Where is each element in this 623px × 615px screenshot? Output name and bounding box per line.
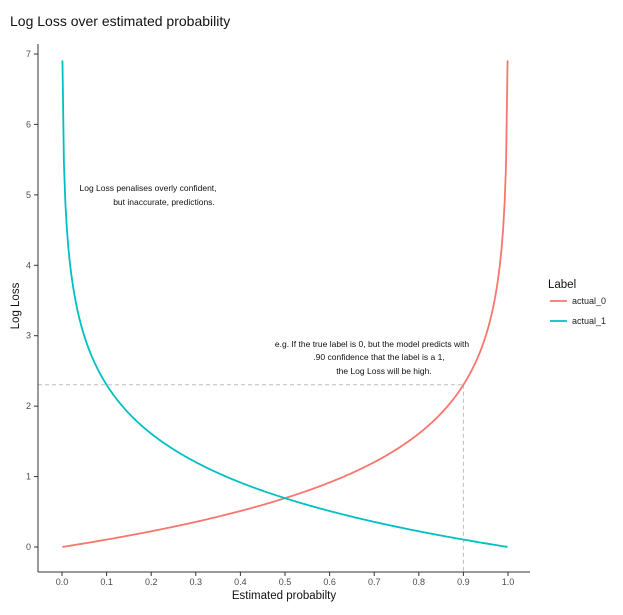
x-tick-label: 0.1 (100, 577, 113, 587)
x-tick-label: 0.5 (279, 577, 292, 587)
annotation-line: the Log Loss will be high. (336, 366, 431, 376)
y-tick-label: 3 (26, 331, 31, 341)
y-tick-label: 4 (26, 260, 31, 270)
y-tick-label: 6 (26, 119, 31, 129)
series-line-actual-0 (62, 60, 509, 548)
x-tick-label: 0.6 (323, 577, 336, 587)
x-tick-label: 0.3 (190, 577, 203, 587)
series-line-actual-1 (61, 60, 508, 548)
legend-title: Label (548, 279, 576, 291)
annotation-line: .90 confidence that the label is a 1, (313, 352, 444, 362)
annotation-line: but inaccurate, predictions. (113, 197, 215, 207)
series-lines (61, 60, 509, 548)
annotation-line: e.g. If the true label is 0, but the mod… (275, 339, 469, 349)
annotation-line: Log Loss penalises overly confident, (79, 183, 216, 193)
y-tick-label: 7 (26, 49, 31, 59)
reference-lines (38, 384, 464, 572)
y-tick-label: 0 (26, 542, 31, 552)
x-axis-title: Estimated probabilty (232, 590, 336, 602)
x-tick-label: 0.9 (457, 577, 470, 587)
y-tick-label: 2 (26, 401, 31, 411)
y-tick-label: 5 (26, 190, 31, 200)
y-axis-title: Log Loss (10, 282, 22, 329)
y-axis-ticks: 0 1 2 3 4 5 6 7 (26, 49, 38, 552)
x-tick-label: 0.8 (413, 577, 426, 587)
annotation-example-note: e.g. If the true label is 0, but the mod… (275, 339, 469, 376)
annotation-confidence-note: Log Loss penalises overly confident, but… (79, 183, 216, 207)
chart-title: Log Loss over estimated probability (10, 13, 230, 29)
y-tick-label: 1 (26, 472, 31, 482)
x-tick-label: 0.2 (145, 577, 158, 587)
x-tick-label: 0.7 (368, 577, 381, 587)
axes (37, 44, 530, 573)
x-tick-label: 0.4 (234, 577, 247, 587)
legend-label-actual-0: actual_0 (572, 296, 606, 306)
legend-label-actual-1: actual_1 (572, 316, 606, 326)
x-tick-label: 1.0 (502, 577, 515, 587)
legend: Label actual_0 actual_1 (548, 279, 606, 326)
x-tick-label: 0.0 (56, 577, 69, 587)
x-axis-ticks: 0.0 0.1 0.2 0.3 0.4 0.5 0.6 0.7 0.8 0.9 1.0 (56, 572, 515, 587)
